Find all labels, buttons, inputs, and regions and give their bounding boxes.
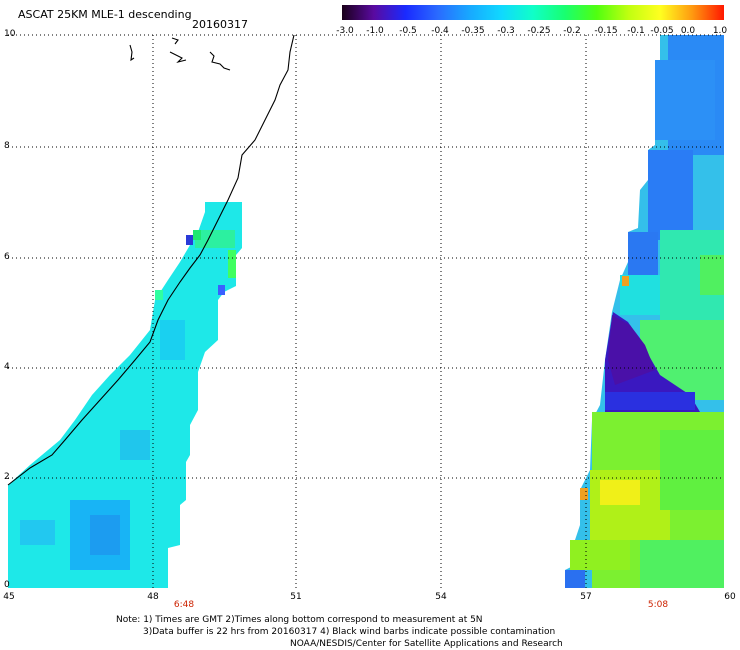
x-tick: 54 xyxy=(435,592,447,602)
colorbar-label: -0.4 xyxy=(431,26,449,36)
y-tick: 8 xyxy=(4,141,10,151)
colorbar-label: -3.0 xyxy=(336,26,354,36)
colorbar-label: -0.15 xyxy=(594,26,618,36)
product-date: 20160317 xyxy=(192,18,248,31)
colorbar-label: -0.1 xyxy=(627,26,645,36)
note-line-3: NOAA/NESDIS/Center for Satellite Applica… xyxy=(290,639,563,649)
x-tick: 60 xyxy=(724,592,736,602)
x-tick: 57 xyxy=(580,592,592,602)
y-tick: 0 xyxy=(4,580,10,590)
colorbar-label: -0.3 xyxy=(497,26,515,36)
swath-east xyxy=(565,35,724,588)
y-tick: 2 xyxy=(4,472,10,482)
colorbar-label: -0.35 xyxy=(461,26,485,36)
coastline xyxy=(7,34,295,486)
note-line-1: Note: 1) Times are GMT 2)Times along bot… xyxy=(116,615,483,625)
colorbar-label: -0.2 xyxy=(563,26,581,36)
colorbar-label: 0.0 xyxy=(680,26,696,36)
y-tick: 10 xyxy=(4,29,16,39)
grid xyxy=(8,34,724,588)
y-tick: 6 xyxy=(4,252,10,262)
colorbar-label: 1.0 xyxy=(712,26,728,36)
pass-time-west: 6:48 xyxy=(173,600,195,610)
x-tick: 48 xyxy=(147,592,159,602)
colorbar xyxy=(342,5,724,20)
y-tick: 4 xyxy=(4,362,10,372)
swath-west xyxy=(8,202,242,588)
colorbar-label: -0.25 xyxy=(527,26,551,36)
x-tick: 51 xyxy=(290,592,302,602)
note-line-2: 3)Data buffer is 22 hrs from 20160317 4)… xyxy=(143,627,556,637)
colorbar-labels: -3.0 -1.0 -0.5 -0.4 -0.35 -0.3 -0.25 -0.… xyxy=(330,26,740,40)
pass-time-east: 5:08 xyxy=(647,600,669,610)
product-title: ASCAT 25KM MLE-1 descending xyxy=(18,8,192,21)
colorbar-label: -1.0 xyxy=(366,26,384,36)
colorbar-label: -0.05 xyxy=(650,26,674,36)
colorbar-label: -0.5 xyxy=(399,26,417,36)
colorbar-gradient xyxy=(342,5,724,20)
x-tick: 45 xyxy=(3,592,15,602)
